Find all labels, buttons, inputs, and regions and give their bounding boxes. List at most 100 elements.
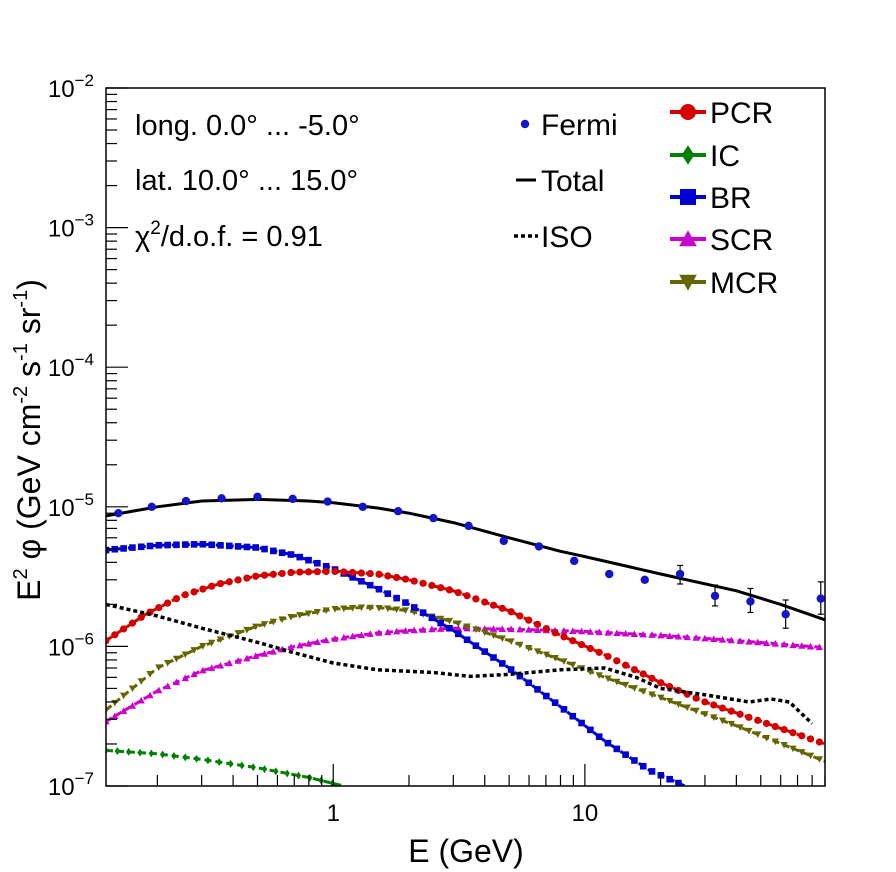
marker-ic xyxy=(193,754,200,763)
marker-scr xyxy=(155,686,163,694)
marker-scr xyxy=(428,625,436,633)
fermi-point xyxy=(429,513,438,523)
marker-scr xyxy=(745,637,753,645)
marker-br xyxy=(490,654,497,661)
marker-scr xyxy=(683,633,691,641)
marker-mcr xyxy=(533,648,542,655)
marker-scr xyxy=(366,630,374,637)
marker-ic xyxy=(284,769,290,778)
fermi-point xyxy=(816,581,825,615)
marker-pcr xyxy=(639,670,647,678)
marker-br xyxy=(305,556,312,564)
y-tick-base: 10 xyxy=(48,634,75,661)
marker-pcr xyxy=(798,732,806,740)
marker-pcr xyxy=(225,578,233,586)
fermi-marker xyxy=(393,506,403,516)
marker-pcr xyxy=(106,637,110,645)
y-tick-exp: −4 xyxy=(75,350,94,369)
x-tick-labels: 1 10 xyxy=(327,800,599,827)
marker-pcr xyxy=(164,599,172,607)
marker-pcr xyxy=(199,585,207,593)
marker-br xyxy=(622,751,629,758)
marker-scr xyxy=(762,639,771,646)
marker-pcr xyxy=(234,576,242,584)
y-tick-label: 10−2 xyxy=(48,71,94,103)
marker-mcr xyxy=(771,738,779,746)
marker-scr xyxy=(630,630,639,637)
marker-scr xyxy=(269,647,277,655)
marker-br xyxy=(261,545,268,553)
marker-pcr xyxy=(472,595,480,603)
chi2-sup: 2 xyxy=(150,218,161,239)
x-tick-label: 10 xyxy=(572,800,599,827)
fermi-point xyxy=(499,536,508,546)
marker-scr xyxy=(172,678,181,686)
marker-pcr xyxy=(252,572,260,580)
fermi-marker xyxy=(464,521,473,531)
marker-pcr xyxy=(586,644,594,653)
marker-pcr xyxy=(120,625,128,633)
marker-mcr xyxy=(128,685,137,693)
y-title-s: s xyxy=(11,361,47,386)
marker-pcr xyxy=(710,701,718,709)
marker-scr xyxy=(674,632,683,640)
fermi-point xyxy=(710,584,720,607)
y-tick-base: 10 xyxy=(48,216,75,243)
marker-pcr xyxy=(296,568,304,576)
marker-pcr xyxy=(727,707,735,715)
marker-ic xyxy=(239,761,245,770)
y-tick-exp: −6 xyxy=(75,629,94,648)
marker-pcr xyxy=(445,586,454,594)
legend-label-fermi: Fermi xyxy=(541,109,618,142)
marker-scr xyxy=(419,626,427,633)
marker-scr xyxy=(296,641,304,649)
marker-ic xyxy=(261,765,268,774)
fermi-marker xyxy=(358,502,367,511)
marker-mcr xyxy=(269,618,277,626)
marker-pcr xyxy=(516,612,524,620)
marker-scr xyxy=(657,631,665,639)
marker-mcr xyxy=(137,678,145,685)
fermi-point xyxy=(393,506,403,516)
marker-mcr xyxy=(621,681,630,689)
marker-br xyxy=(164,541,171,549)
marker-mcr xyxy=(674,701,683,708)
legend-marker-br xyxy=(680,189,696,205)
marker-pcr xyxy=(260,571,269,579)
marker-br xyxy=(106,546,110,554)
fermi-marker xyxy=(217,494,226,503)
annotation-latitude: lat. 10.0° ... 15.0° xyxy=(135,165,358,197)
marker-mcr xyxy=(507,638,515,646)
marker-scr xyxy=(304,640,313,647)
marker-pcr xyxy=(393,573,401,582)
marker-br xyxy=(366,581,374,589)
marker-pcr xyxy=(208,582,216,590)
legend-item-total: Total xyxy=(516,165,604,198)
marker-pcr xyxy=(771,722,779,731)
legend-right: PCR IC BR SCR MCR xyxy=(670,97,778,300)
marker-pcr xyxy=(701,698,709,706)
fermi-point xyxy=(464,521,473,531)
marker-mcr xyxy=(683,704,691,712)
marker-pcr xyxy=(322,567,330,576)
legend-item-pcr: PCR xyxy=(670,97,773,130)
fermi-point xyxy=(147,502,156,511)
x-tick-label: 1 xyxy=(327,800,340,827)
marker-mcr xyxy=(340,605,348,613)
y-tick-label: 10−6 xyxy=(48,629,94,661)
marker-br xyxy=(296,553,304,561)
marker-pcr xyxy=(745,713,753,721)
y-tick-label: 10−3 xyxy=(48,211,94,243)
marker-scr xyxy=(393,627,401,635)
y-title-close: ) xyxy=(11,279,47,290)
marker-br xyxy=(349,574,356,581)
marker-br xyxy=(648,768,656,775)
marker-br xyxy=(402,599,409,606)
y-axis-title: E2 φ (GeV cm-2 s-1 sr-1) xyxy=(10,279,47,601)
marker-scr xyxy=(111,712,119,720)
marker-br xyxy=(551,699,559,706)
marker-scr xyxy=(454,624,462,632)
marker-pcr xyxy=(815,738,823,746)
marker-br xyxy=(437,619,444,627)
marker-scr xyxy=(771,640,779,647)
